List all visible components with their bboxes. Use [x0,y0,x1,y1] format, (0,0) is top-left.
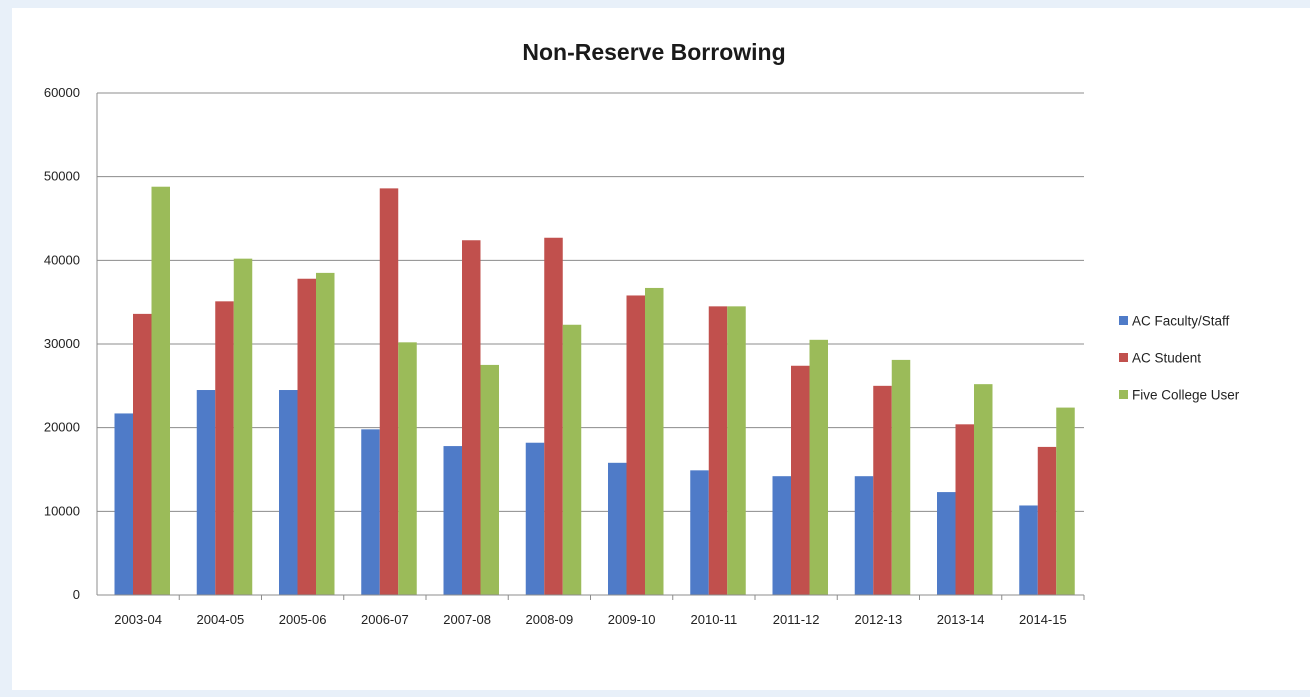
bar-ac-faculty-staff-2004-05 [196,390,216,595]
bar-five-college-user-2004-05 [233,258,253,595]
bar-ac-student-2008-09 [544,237,563,595]
legend-label: AC Student [1132,351,1201,366]
bar-five-college-user-2010-11 [727,306,746,595]
bar-five-college-user-2009-10 [645,287,664,595]
bar-five-college-user-2006-07 [398,342,417,595]
bar-five-college-user-2013-14 [974,384,993,595]
legend-label: Five College User [1132,388,1240,403]
bar-five-college-user-2012-13 [891,359,911,595]
x-tick-label: 2014-15 [1019,612,1067,627]
bar-five-college-user-2005-06 [316,272,335,595]
bar-ac-faculty-staff-2011-12 [772,476,791,595]
x-axis-ticks: 2003-04 2004-05 2005-06 2006-07 2007-08 2008-… [114,612,1066,627]
bar-ac-faculty-staff-2007-08 [443,446,462,595]
legend-swatch [1119,316,1128,325]
y-tick-label: 10000 [44,503,80,518]
x-tick-label: 2006-07 [361,612,409,627]
y-tick-label: 30000 [44,336,80,351]
y-tick-label: 40000 [44,252,80,267]
bar-ac-student-2004-05 [215,301,234,595]
y-tick-label: 60000 [44,85,80,100]
bar-five-college-user-2011-12 [809,339,828,595]
bar-ac-student-2014-15 [1037,446,1057,595]
bar-ac-student-2006-07 [379,188,399,595]
y-axis-ticks: 0 10000 20000 30000 40000 50000 60000 [44,85,80,602]
bar-ac-faculty-staff-2013-14 [937,492,956,595]
gridlines [97,92,1084,512]
bar-ac-student-2003-04 [133,313,152,595]
bar-ac-student-2010-11 [708,306,728,595]
chart-panel: Non-Reserve Borrowing 0 10000 20000 30000 40… [12,8,1310,690]
bar-ac-student-2012-13 [873,385,892,595]
axes [96,93,1085,600]
y-tick-label: 20000 [44,420,80,435]
x-tick-label: 2008-09 [526,612,574,627]
legend-swatch [1119,353,1128,362]
x-tick-label: 2010-11 [691,612,738,627]
x-tick-label: 2009-10 [608,612,656,627]
x-tick-label: 2011-12 [773,612,820,627]
x-tick-label: 2005-06 [279,612,327,627]
bar-ac-faculty-staff-2006-07 [361,429,380,595]
bar-ac-faculty-staff-2008-09 [525,442,545,595]
bar-five-college-user-2003-04 [151,186,170,595]
bar-ac-faculty-staff-2009-10 [608,462,627,595]
bar-ac-student-2005-06 [297,278,316,595]
bar-ac-student-2011-12 [791,365,810,595]
chart: Non-Reserve Borrowing 0 10000 20000 30000 40… [44,39,1240,627]
x-tick-label: 2007-08 [443,612,491,627]
y-tick-label: 0 [73,587,80,602]
x-tick-label: 2004-05 [197,612,245,627]
bar-ac-student-2013-14 [955,424,974,595]
x-tick-label: 2003-04 [114,612,162,627]
bar-ac-student-2009-10 [626,295,645,595]
bar-five-college-user-2014-15 [1056,407,1075,595]
y-tick-label: 50000 [44,169,80,184]
bar-ac-faculty-staff-2003-04 [114,413,133,595]
bar-ac-faculty-staff-2010-11 [690,470,709,595]
legend-swatch [1119,390,1128,399]
x-tick-label: 2012-13 [855,612,903,627]
chart-title: Non-Reserve Borrowing [522,39,785,65]
bar-five-college-user-2007-08 [480,364,499,595]
legend: AC Faculty/Staff AC Student Five College U… [1119,314,1240,403]
bar-ac-student-2007-08 [462,240,481,595]
bar-ac-faculty-staff-2005-06 [279,390,298,595]
bar-ac-faculty-staff-2014-15 [1019,505,1038,595]
x-tick-label: 2013-14 [937,612,985,627]
bars [114,186,1075,595]
legend-label: AC Faculty/Staff [1132,314,1230,329]
bar-five-college-user-2008-09 [562,324,582,595]
bar-ac-faculty-staff-2012-13 [854,476,874,595]
